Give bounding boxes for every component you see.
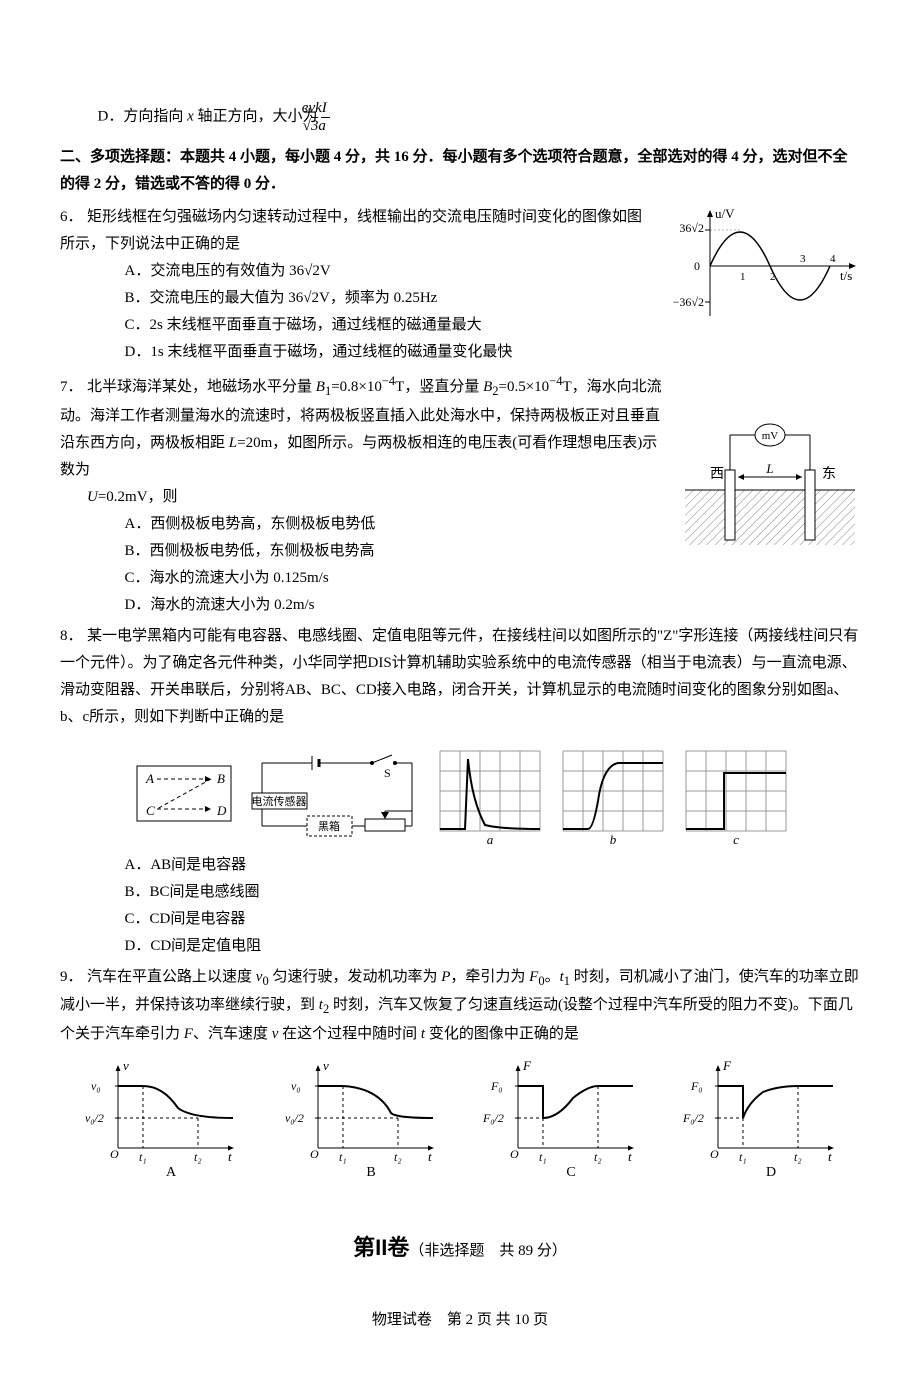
q9-fig-c: F t O F₀ F₀/2 t₁ t₂ C <box>483 1058 638 1178</box>
q8-fig-b: b <box>553 741 668 846</box>
q6-stem: 矩形线框在匀强磁场内匀速转动过程中，线框输出的交流电压随时间变化的图像如图所示，… <box>60 209 642 252</box>
q6-ymax: 36√2 <box>679 221 704 235</box>
svg-text:t₂: t₂ <box>794 1150 802 1164</box>
q7-opt-d: D．海水的流速大小为 0.2m/s <box>125 592 861 619</box>
q9-fig-b: v t O v₀ v₀/2 t₁ t₂ B <box>283 1058 438 1178</box>
q9-figures: v t O v₀ v₀/2 t₁ t₂ A v t O v₀ v₀/2 <box>60 1058 860 1178</box>
q5d-axis: x <box>187 108 194 124</box>
svg-text:F₀/2: F₀/2 <box>683 1111 704 1125</box>
q8-fig-circuit: S 电流传感器 黑箱 <box>247 751 422 846</box>
svg-text:F: F <box>522 1058 532 1073</box>
q7-west: 西 <box>710 467 724 482</box>
question-9: 9．汽车在平直公路上以速度 v0 匀速行驶，发动机功率为 P，牵引力为 F0。t… <box>60 964 860 1178</box>
q6-ymin: −36√2 <box>673 295 704 309</box>
q9-stem: 汽车在平直公路上以速度 v0 匀速行驶，发动机功率为 P，牵引力为 F0。t1 … <box>60 969 859 1042</box>
q8-stem: 某一电学黑箱内可能有电容器、电感线圈、定值电阻等元件，在接线柱间以如图所示的"Z… <box>60 628 858 725</box>
question-6: u/V t/s 0 36√2 −36√2 1 2 3 4 6．矩形线框在匀强磁场… <box>60 204 860 366</box>
q7-L: L <box>765 461 773 476</box>
svg-text:t: t <box>428 1149 432 1164</box>
question-7: mV 西 东 L 7．北半球海洋某处，地磁场水平分量 B1=0.8×10−4T，… <box>60 370 860 619</box>
svg-text:t₁: t₁ <box>139 1150 147 1164</box>
q5-option-d: D．方向指向 x 轴正方向，大小为 evkI √3a <box>98 100 861 134</box>
q8-opt-d: D．CD间是定值电阻 <box>125 933 861 960</box>
q6-opt-d: D．1s 末线框平面垂直于磁场，通过线框的磁通量变化最快 <box>125 339 861 366</box>
q9-num: 9． <box>60 964 87 991</box>
svg-text:c: c <box>733 832 739 846</box>
svg-text:S: S <box>384 766 391 780</box>
q5d-text2: 轴正方向，大小为 <box>198 108 318 124</box>
q5d-frac-den: √3a <box>321 118 329 135</box>
svg-text:D: D <box>765 1165 775 1178</box>
svg-text:A: A <box>165 1165 176 1178</box>
svg-text:B: B <box>366 1165 375 1178</box>
q7-stem: 北半球海洋某处，地磁场水平分量 B1=0.8×10−4T，竖直分量 B2=0.5… <box>60 379 662 478</box>
svg-text:v₀: v₀ <box>91 1079 101 1093</box>
q8-opt-a: A．AB间是电容器 <box>125 852 861 879</box>
q9-fig-d: F t O F₀ F₀/2 t₁ t₂ D <box>683 1058 838 1178</box>
q5d-frac-num: evkI <box>321 100 329 118</box>
svg-text:a: a <box>487 832 494 846</box>
question-8: 8．某一电学黑箱内可能有电容器、电感线圈、定值电阻等元件，在接线柱间以如图所示的… <box>60 623 860 960</box>
q7-figure: mV 西 东 L <box>680 410 860 560</box>
svg-text:O: O <box>310 1147 319 1161</box>
q8-fig-box: A B C D <box>129 751 239 846</box>
svg-text:b: b <box>610 832 617 846</box>
svg-text:v₀/2: v₀/2 <box>285 1111 304 1125</box>
svg-text:v: v <box>123 1058 129 1073</box>
svg-text:t: t <box>628 1149 632 1164</box>
svg-text:O: O <box>110 1147 119 1161</box>
svg-text:t₂: t₂ <box>194 1150 202 1164</box>
q8-fig-a: a <box>430 741 545 846</box>
q8-num: 8． <box>60 623 87 650</box>
q7-num: 7． <box>60 374 87 401</box>
q6-num: 6． <box>60 204 87 231</box>
svg-text:D: D <box>216 803 227 818</box>
q8-fig-c: c <box>676 741 791 846</box>
svg-text:O: O <box>510 1147 519 1161</box>
svg-text:v₀/2: v₀/2 <box>85 1111 104 1125</box>
svg-text:t₁: t₁ <box>539 1150 547 1164</box>
q5d-fraction: evkI √3a <box>321 100 329 134</box>
part2-title: 第II卷 <box>353 1235 409 1260</box>
q7-mv-label: mV <box>762 430 779 442</box>
svg-text:1: 1 <box>740 271 746 283</box>
svg-text:3: 3 <box>800 253 806 265</box>
page-footer: 物理试卷 第 2 页 共 10 页 <box>60 1307 860 1334</box>
svg-text:t₁: t₁ <box>339 1150 347 1164</box>
svg-text:B: B <box>217 771 225 786</box>
svg-text:电流传感器: 电流传感器 <box>252 794 307 808</box>
svg-text:v₀: v₀ <box>291 1079 301 1093</box>
svg-text:F₀: F₀ <box>690 1079 703 1093</box>
svg-text:t₂: t₂ <box>594 1150 602 1164</box>
part2-sub: （非选择题 共 89 分） <box>409 1243 567 1259</box>
q6-ylabel: u/V <box>715 206 735 221</box>
svg-text:t: t <box>828 1149 832 1164</box>
svg-text:C: C <box>146 803 155 818</box>
q8-figures: A B C D S 电流传感器 <box>60 741 860 846</box>
q7-east: 东 <box>822 466 836 482</box>
svg-text:t₁: t₁ <box>739 1150 747 1164</box>
q6-xlabel: t/s <box>840 268 852 283</box>
part2-heading: 第II卷（非选择题 共 89 分） <box>60 1228 860 1268</box>
svg-text:F: F <box>722 1058 732 1073</box>
svg-text:t₂: t₂ <box>394 1150 402 1164</box>
q6-figure: u/V t/s 0 36√2 −36√2 1 2 3 4 <box>660 206 860 336</box>
svg-text:t: t <box>228 1149 232 1164</box>
svg-text:C: C <box>566 1165 575 1178</box>
svg-text:F₀/2: F₀/2 <box>483 1111 504 1125</box>
q9-fig-a: v t O v₀ v₀/2 t₁ t₂ A <box>83 1058 238 1178</box>
q5d-text1: D．方向指向 <box>98 108 184 124</box>
svg-text:F₀: F₀ <box>490 1079 503 1093</box>
q8-opt-b: B．BC间是电感线圈 <box>125 879 861 906</box>
q8-opt-c: C．CD间是电容器 <box>125 906 861 933</box>
svg-text:A: A <box>145 771 154 786</box>
svg-text:v: v <box>323 1058 329 1073</box>
svg-text:O: O <box>710 1147 719 1161</box>
q6-origin: 0 <box>694 259 700 273</box>
svg-text:4: 4 <box>830 253 836 265</box>
svg-text:黑箱: 黑箱 <box>318 819 340 833</box>
section2-header: 二、多项选择题：本题共 4 小题，每小题 4 分，共 16 分．每小题有多个选项… <box>60 144 860 198</box>
q7-opt-c: C．海水的流速大小为 0.125m/s <box>125 565 861 592</box>
